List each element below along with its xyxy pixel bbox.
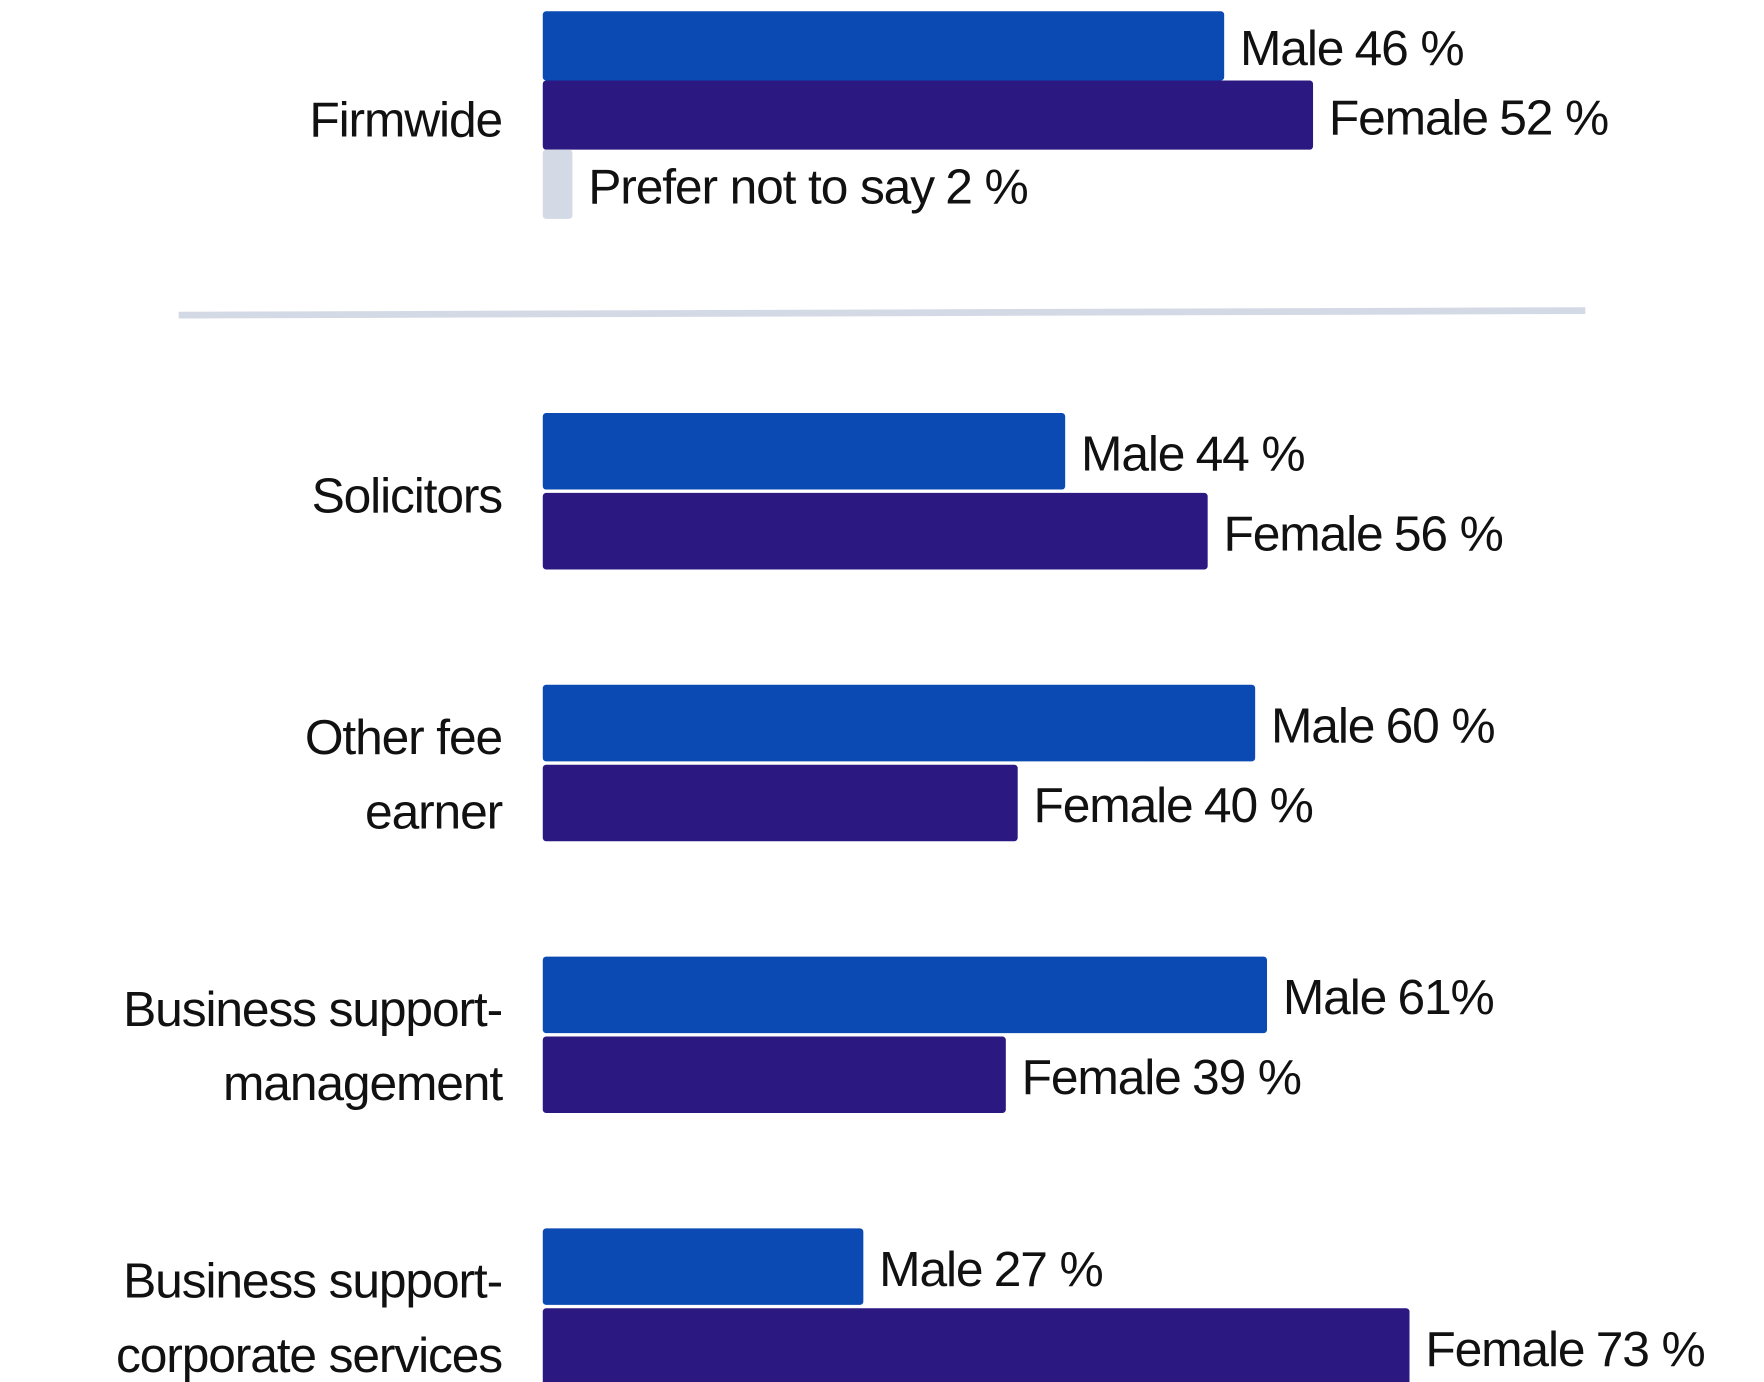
series-name: Female: [1022, 1049, 1181, 1105]
value-label: Male 46 %: [1240, 20, 1463, 76]
bar: [542, 80, 1314, 150]
value-label: Female 56 %: [1223, 506, 1502, 562]
series-name: Male: [1271, 697, 1374, 753]
bar: [542, 413, 1066, 490]
category-label-line: management: [223, 1055, 503, 1111]
category-label-line: Other fee: [305, 709, 502, 765]
bar: [542, 1228, 864, 1305]
value-label: Male 60 %: [1271, 697, 1494, 753]
value-text: 60 %: [1386, 697, 1495, 753]
bar: [542, 764, 1018, 842]
bar: [542, 149, 573, 219]
bar: [542, 11, 1225, 81]
value-text: 52 %: [1499, 89, 1608, 145]
category-label: Firmwide: [309, 92, 502, 148]
series-name: Female: [1223, 506, 1382, 562]
series-name: Male: [1240, 20, 1343, 76]
separator: [178, 307, 1586, 319]
value-label: Female 52 %: [1329, 89, 1608, 145]
value-label: Prefer not to say 2 %: [588, 159, 1027, 215]
series-name: Female: [1034, 777, 1193, 833]
value-label: Female 73 %: [1425, 1321, 1704, 1377]
value-text: 40 %: [1204, 777, 1313, 833]
series-name: Male: [1283, 969, 1386, 1025]
category-label: Solicitors: [312, 468, 503, 524]
bar: [542, 684, 1256, 762]
value-label: Male 44 %: [1081, 426, 1304, 482]
value-label: Male 27 %: [879, 1241, 1102, 1297]
series-name: Male: [879, 1241, 982, 1297]
category-label: Other fee earner: [305, 709, 503, 839]
category-label-line: Business support-: [123, 981, 502, 1037]
value-label: Female 39 %: [1022, 1049, 1301, 1105]
category-label-line: earner: [365, 783, 503, 839]
bar: [542, 1036, 1006, 1114]
value-text: 56 %: [1394, 506, 1503, 562]
value-text: 46 %: [1355, 20, 1464, 76]
bar: [542, 1308, 1410, 1382]
category-label: Business support-corporate services: [116, 1253, 502, 1382]
value-text: 44 %: [1196, 426, 1305, 482]
value-text: 2 %: [945, 159, 1027, 215]
series-name: Prefer not to say: [588, 159, 935, 215]
category-label-line: corporate services: [116, 1327, 502, 1382]
bar: [542, 956, 1268, 1034]
value-text: 73 %: [1596, 1321, 1705, 1377]
series-name: Female: [1329, 89, 1488, 145]
category-label: Business support-management: [123, 981, 503, 1111]
value-label: Female 40 %: [1034, 777, 1313, 833]
value-text: 61%: [1397, 969, 1493, 1025]
series-name: Female: [1425, 1321, 1584, 1377]
bar: [542, 492, 1208, 570]
category-label-line: Business support-: [123, 1253, 502, 1309]
value-label: Male 61%: [1283, 969, 1494, 1025]
value-text: 27 %: [994, 1241, 1103, 1297]
value-text: 39 %: [1192, 1049, 1301, 1105]
series-name: Male: [1081, 426, 1184, 482]
